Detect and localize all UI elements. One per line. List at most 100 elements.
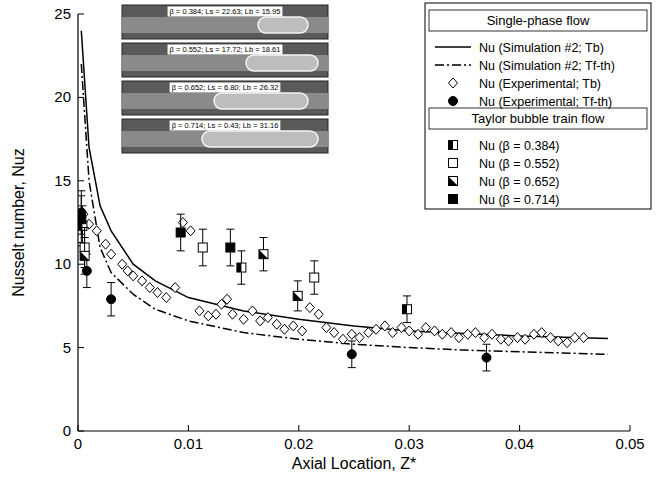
error-cap	[177, 214, 185, 215]
error-cap	[226, 265, 234, 266]
data-point	[80, 251, 89, 260]
legend-label: Nu (Simulation #2; Tb)	[479, 41, 604, 55]
inset-photo	[122, 81, 328, 115]
y-tick	[78, 14, 84, 15]
data-point	[280, 324, 289, 334]
marker-shape	[239, 314, 248, 324]
marker-fill	[259, 250, 268, 259]
marker-shape	[405, 326, 414, 336]
chart: 051015202500.010.020.030.040.05Axial Loc…	[0, 0, 657, 477]
marker-shape	[223, 294, 232, 304]
error-bar	[482, 344, 490, 371]
marker-shape	[80, 251, 89, 260]
marker-shape	[171, 283, 180, 293]
x-tick	[298, 425, 299, 431]
x-axis	[78, 430, 630, 431]
error-cap	[177, 250, 185, 251]
error-cap	[226, 229, 234, 230]
marker-shape	[449, 195, 458, 204]
marker-shape	[347, 350, 356, 359]
marker-shape	[521, 334, 530, 344]
y-tick-label: 0	[63, 422, 71, 439]
marker-shape	[263, 313, 272, 323]
error-cap	[199, 229, 207, 230]
marker-shape	[579, 333, 588, 343]
inset-photo	[122, 119, 328, 153]
error-cap	[482, 370, 490, 371]
data-point	[92, 226, 101, 236]
data-point	[513, 333, 522, 343]
x-tick-label: 0.01	[174, 435, 203, 452]
data-point	[107, 295, 116, 304]
data-point	[198, 243, 207, 252]
error-bar	[237, 251, 245, 284]
marker-shape	[78, 215, 86, 224]
error-cap	[83, 287, 91, 288]
series-line	[81, 31, 608, 339]
inset-bubble	[258, 17, 308, 33]
inset-channel	[122, 17, 328, 33]
marker-shape	[449, 97, 458, 106]
data-point	[314, 309, 323, 319]
data-point	[162, 293, 171, 303]
marker-fill	[402, 305, 407, 314]
background	[0, 0, 657, 477]
error-bar	[403, 296, 411, 323]
error-cap	[237, 284, 245, 285]
data-point	[259, 250, 268, 259]
legend-label: Nu (β = 0.384)	[479, 139, 560, 153]
data-point	[237, 263, 246, 272]
marker-shape	[305, 303, 314, 313]
error-cap	[78, 242, 85, 243]
marker-shape	[176, 228, 185, 237]
error-cap	[107, 282, 115, 283]
data-point	[521, 334, 530, 344]
error-cap	[259, 270, 267, 271]
error-bar	[259, 238, 267, 271]
inset-bubble	[202, 131, 318, 147]
y-tick-label: 10	[54, 255, 71, 272]
data-point	[529, 329, 538, 339]
data-point	[438, 329, 447, 339]
legend-group-box	[429, 108, 647, 129]
error-bar	[78, 196, 85, 243]
marker-shape	[204, 311, 213, 321]
marker-shape	[322, 323, 331, 333]
error-cap	[81, 237, 89, 238]
data-point	[421, 323, 430, 333]
x-tick-label: 0.05	[615, 435, 644, 452]
error-cap	[294, 280, 302, 281]
marker-shape	[314, 309, 323, 319]
inset-label-bg	[170, 83, 281, 93]
x-tick-label: 0.03	[395, 435, 424, 452]
error-cap	[237, 250, 245, 251]
data-point	[482, 353, 491, 362]
inset-photo	[122, 43, 328, 77]
data-point	[338, 334, 347, 344]
data-point	[330, 328, 339, 338]
legend-marker	[449, 177, 458, 186]
data-point	[305, 303, 314, 313]
marker-shape	[153, 288, 162, 298]
data-point	[463, 329, 472, 339]
marker-shape	[438, 329, 447, 339]
marker-shape	[272, 319, 281, 329]
marker-fill	[80, 251, 89, 260]
legend-label: Nu (Experimental; Tb)	[479, 77, 601, 91]
marker-shape	[198, 243, 207, 252]
legend-frame	[425, 3, 651, 209]
marker-shape	[259, 250, 268, 259]
error-cap	[107, 315, 115, 316]
data-point	[101, 239, 110, 249]
y-tick	[78, 347, 84, 348]
data-point	[293, 291, 302, 300]
marker-shape	[563, 338, 572, 348]
marker-shape	[248, 306, 257, 316]
marker-fill	[449, 177, 458, 186]
marker-shape	[129, 271, 138, 281]
data-point	[171, 283, 180, 293]
data-point	[107, 249, 116, 259]
marker-shape	[138, 276, 147, 286]
marker-shape	[463, 329, 472, 339]
y-tick-label: 20	[54, 88, 71, 105]
